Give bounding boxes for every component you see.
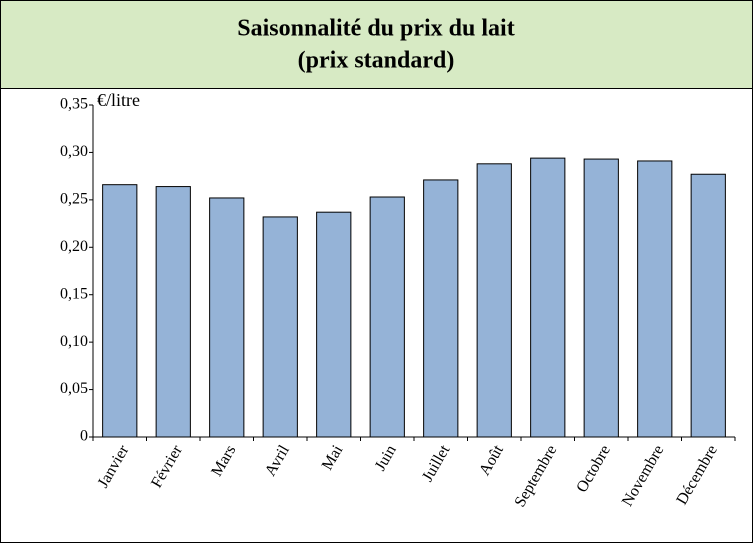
bar	[209, 197, 245, 438]
bar	[262, 216, 298, 438]
y-tick-label: 0,15	[60, 285, 88, 302]
bar	[369, 196, 405, 438]
chart-subtitle: (prix standard)	[298, 48, 455, 74]
bar	[583, 158, 619, 438]
y-tick-label: 0	[80, 428, 88, 445]
bar	[155, 186, 191, 438]
y-tick-label: 0,35	[60, 96, 88, 113]
y-axis-label: €/litre	[97, 90, 140, 110]
bar	[530, 157, 566, 438]
y-tick-label: 0,10	[60, 333, 88, 350]
bar	[690, 173, 726, 438]
bar	[423, 179, 459, 438]
y-tick-label: 0,05	[60, 380, 88, 397]
y-tick-label: 0,25	[60, 191, 88, 208]
y-tick-label: 0,20	[60, 238, 88, 255]
title-band	[0, 0, 753, 89]
bar	[102, 184, 138, 438]
bar	[476, 163, 512, 438]
bar	[316, 211, 352, 438]
chart-title: Saisonnalité du prix du lait	[237, 16, 514, 42]
bar	[637, 160, 673, 438]
y-tick-label: 0,30	[60, 143, 88, 160]
